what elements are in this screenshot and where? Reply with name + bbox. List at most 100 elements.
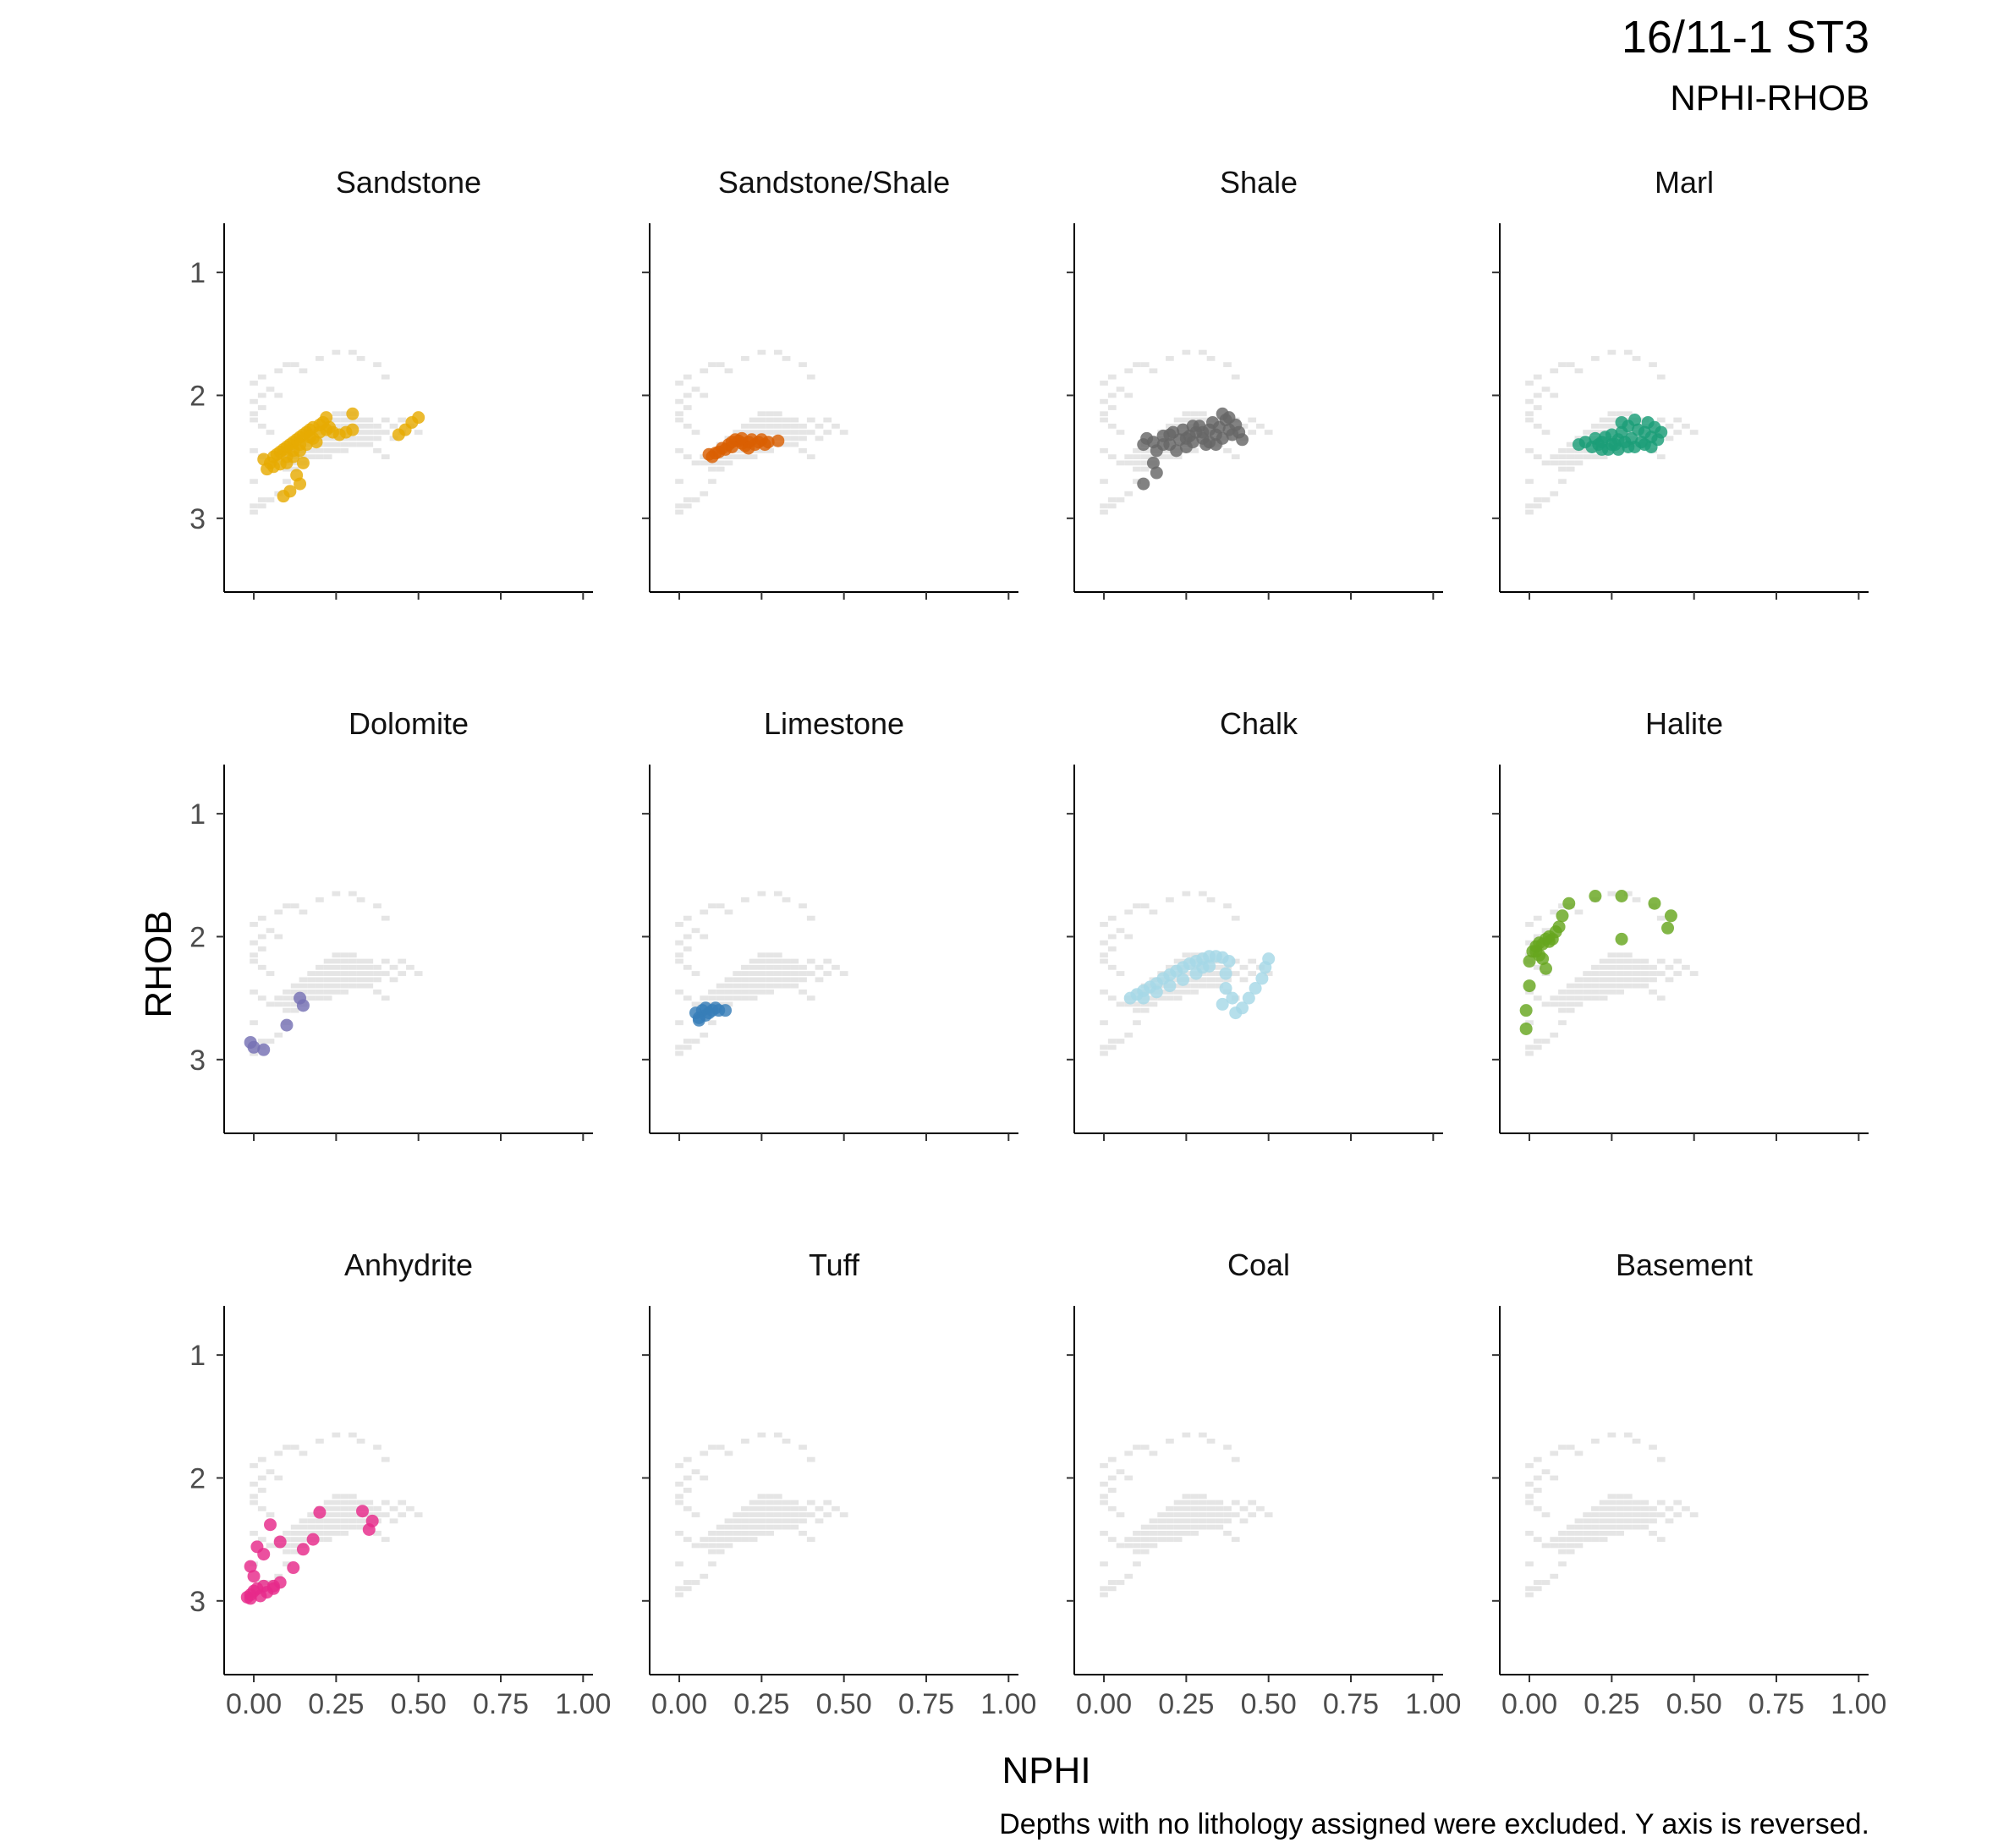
background-bin bbox=[332, 447, 341, 453]
background-bin bbox=[815, 1505, 824, 1511]
background-bin bbox=[1558, 1530, 1567, 1536]
background-bin bbox=[1599, 417, 1608, 423]
background-bin bbox=[1632, 1500, 1641, 1505]
data-point bbox=[1523, 979, 1536, 993]
background-bin bbox=[257, 1039, 266, 1044]
background-bin bbox=[683, 946, 692, 951]
background-bin bbox=[1157, 1518, 1166, 1524]
background-bin bbox=[799, 430, 807, 435]
background-bin bbox=[1607, 1518, 1617, 1524]
background-bin bbox=[749, 983, 758, 989]
x-tick-label: 0.25 bbox=[1158, 1688, 1214, 1720]
background-bin bbox=[1574, 1518, 1584, 1524]
background-bin bbox=[1149, 1543, 1158, 1549]
data-point bbox=[244, 1560, 257, 1573]
background-bin bbox=[323, 436, 332, 441]
background-bin bbox=[815, 1518, 824, 1524]
background-bin bbox=[1583, 1524, 1592, 1530]
background-bin bbox=[1616, 983, 1624, 989]
data-point bbox=[1137, 991, 1150, 1005]
background-bin bbox=[266, 1001, 275, 1007]
background-bin bbox=[1190, 952, 1199, 958]
background-bin bbox=[340, 1530, 349, 1536]
background-bin bbox=[716, 1549, 725, 1555]
x-tick-label: 0.50 bbox=[816, 1688, 872, 1720]
background-bin bbox=[1133, 1561, 1141, 1567]
background-bin bbox=[1550, 1573, 1559, 1579]
background-bin bbox=[1231, 1537, 1240, 1543]
background-bin bbox=[1632, 964, 1641, 970]
background-bin bbox=[381, 1512, 390, 1517]
background-bin bbox=[1100, 1500, 1108, 1505]
background-bin bbox=[283, 1537, 291, 1543]
background-bin bbox=[691, 387, 700, 392]
background-bin bbox=[1223, 362, 1232, 368]
data-point bbox=[346, 423, 360, 436]
background-bin bbox=[749, 964, 758, 970]
background-bin bbox=[274, 1001, 283, 1007]
background-bin bbox=[266, 971, 275, 976]
background-bin bbox=[773, 423, 782, 429]
background-bin bbox=[1116, 497, 1125, 502]
background-bin bbox=[1558, 454, 1567, 460]
background-bin bbox=[1525, 398, 1534, 404]
background-bin bbox=[757, 891, 766, 897]
background-bin bbox=[1541, 1001, 1551, 1007]
background-bin bbox=[307, 447, 316, 453]
background-bin bbox=[708, 362, 716, 368]
background-bin bbox=[1206, 355, 1216, 361]
background-bin bbox=[1100, 381, 1108, 386]
background-bin bbox=[757, 1530, 766, 1536]
background-bin bbox=[773, 971, 782, 976]
background-bin bbox=[1566, 441, 1575, 447]
background-bin bbox=[274, 1573, 283, 1579]
background-bin bbox=[1566, 1549, 1575, 1555]
data-point bbox=[1615, 932, 1628, 946]
background-bin bbox=[675, 1463, 683, 1468]
background-bin bbox=[257, 1505, 266, 1511]
background-bin bbox=[1599, 1524, 1608, 1530]
panel-title: Shale bbox=[1220, 165, 1298, 200]
background-bin bbox=[1100, 989, 1108, 995]
background-bin bbox=[799, 964, 807, 970]
background-bin bbox=[1100, 503, 1108, 509]
background-bin bbox=[741, 995, 749, 1001]
background-bin bbox=[257, 1488, 266, 1493]
background-bin bbox=[757, 1500, 766, 1505]
background-bin bbox=[1574, 1530, 1584, 1536]
background-bin bbox=[733, 995, 742, 1001]
background-bin bbox=[1649, 1518, 1657, 1524]
data-point bbox=[296, 456, 310, 469]
background-bin bbox=[766, 430, 774, 435]
background-bin bbox=[1107, 964, 1117, 970]
background-bin bbox=[1140, 1537, 1150, 1543]
background-bin bbox=[675, 1530, 683, 1536]
background-bin bbox=[1107, 1488, 1117, 1493]
background-bin bbox=[1673, 971, 1682, 976]
x-axis-title: NPHI bbox=[1002, 1750, 1090, 1791]
background-bin bbox=[316, 977, 324, 983]
background-bin bbox=[1591, 971, 1600, 976]
background-bin bbox=[1649, 1512, 1657, 1517]
background-bin bbox=[1583, 995, 1592, 1001]
background-bin bbox=[257, 964, 266, 970]
background-bin bbox=[290, 460, 299, 466]
background-bin bbox=[1107, 1039, 1117, 1044]
background-bin bbox=[1182, 1500, 1191, 1505]
background-bin bbox=[1632, 897, 1641, 902]
background-bin bbox=[1533, 995, 1542, 1001]
data-point bbox=[1186, 420, 1199, 433]
background-bin bbox=[290, 466, 299, 472]
background-bin bbox=[1558, 466, 1567, 472]
background-bin bbox=[1182, 1530, 1191, 1536]
background-bin bbox=[1239, 1505, 1249, 1511]
background-bin bbox=[799, 423, 807, 429]
background-bin bbox=[1649, 971, 1657, 976]
background-bin bbox=[1558, 1537, 1567, 1543]
background-bin bbox=[348, 1524, 357, 1530]
background-bin bbox=[1140, 1007, 1150, 1013]
background-bin bbox=[782, 1524, 791, 1530]
background-bin bbox=[283, 1530, 291, 1536]
background-bin bbox=[832, 1505, 840, 1511]
background-bin bbox=[1231, 915, 1240, 921]
